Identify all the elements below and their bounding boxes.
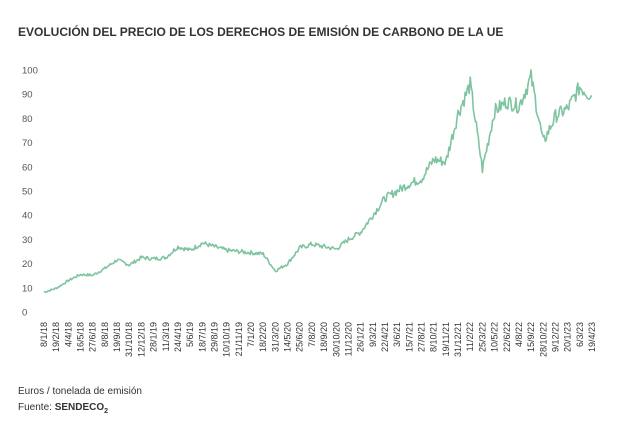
- x-tick-label: 8/10/21: [429, 322, 439, 352]
- x-tick-label: 28/10/22: [538, 322, 548, 357]
- x-tick-label: 29/8/19: [210, 322, 220, 352]
- x-tick-label: 19/2/18: [51, 322, 61, 352]
- source-label: Fuente:: [18, 402, 52, 413]
- x-tick-label: 22/4/21: [380, 322, 390, 352]
- price-line-layer: [43, 69, 593, 294]
- x-tick-label: 8/8/18: [100, 322, 110, 347]
- x-tick-label: 11/3/19: [161, 322, 171, 351]
- x-tick-label: 4/8/22: [514, 322, 524, 347]
- y-tick-label: 30: [22, 235, 33, 246]
- x-tick-label: 19/9/18: [112, 322, 122, 352]
- x-tick-label: 20/1/23: [563, 322, 573, 352]
- x-tick-label: 31/10/18: [124, 322, 134, 357]
- x-tick-label: 9/12/22: [551, 322, 561, 352]
- x-tick-label: 27/8/21: [417, 322, 427, 352]
- x-tick-label: 28/1/19: [149, 322, 159, 352]
- x-tick-label: 21/11/19: [234, 322, 244, 356]
- price-line: [43, 69, 593, 294]
- source-subscript: 2: [104, 408, 109, 415]
- x-tick-label: 18/2/20: [258, 322, 268, 352]
- x-tick-label: 25/6/20: [295, 322, 305, 352]
- x-tick-label: 27/6/18: [88, 322, 98, 352]
- y-tick-label: 0: [22, 308, 27, 319]
- y-tick-label: 10: [22, 283, 33, 294]
- y-tick-label: 70: [22, 138, 33, 149]
- source-name: SENDECO2: [54, 402, 109, 415]
- x-tick-label: 31/12/21: [453, 322, 463, 357]
- x-tick-label: 14/5/20: [283, 322, 293, 352]
- x-tick-label: 7/1/20: [246, 322, 256, 347]
- x-tick-label: 5/6/19: [185, 322, 195, 347]
- x-axis: 8/1/18 19/2/18 4/4/18 16/5/18 27/6/18 8/8/18 1…: [39, 322, 597, 357]
- y-tick-label: 80: [22, 114, 33, 125]
- x-tick-label: 30/10/20: [331, 322, 341, 357]
- x-tick-label: 8/1/18: [39, 322, 49, 347]
- x-tick-label: 19/11/21: [441, 322, 451, 356]
- y-tick-label: 40: [22, 211, 33, 222]
- x-tick-label: 18/9/20: [319, 322, 329, 352]
- x-tick-label: 3/6/21: [392, 322, 402, 347]
- y-tick-label: 90: [22, 90, 33, 101]
- units-note: Euros / tonelada de emisión: [18, 386, 142, 397]
- x-tick-label: 11/12/20: [343, 322, 353, 356]
- x-tick-label: 11/2/22: [465, 322, 475, 351]
- y-tick-label: 20: [22, 259, 33, 270]
- x-tick-label: 6/3/23: [575, 322, 585, 347]
- source-note: Fuente: SENDECO2: [18, 402, 108, 415]
- y-axis: 0 10 20 30 40 50 60 70 80 90 100: [22, 66, 38, 319]
- x-tick-label: 10/10/19: [222, 322, 232, 357]
- x-tick-label: 12/12/18: [136, 322, 146, 357]
- x-tick-label: 15/7/21: [404, 322, 414, 352]
- x-tick-label: 4/4/18: [63, 322, 73, 347]
- x-tick-label: 15/9/22: [526, 322, 536, 352]
- y-tick-label: 100: [22, 66, 38, 77]
- x-tick-label: 7/8/20: [307, 322, 317, 347]
- y-tick-label: 50: [22, 187, 33, 198]
- source-name-text: SENDECO: [54, 402, 105, 413]
- x-tick-label: 22/6/22: [502, 322, 512, 352]
- x-tick-label: 19/4/23: [587, 322, 597, 352]
- x-tick-label: 9/3/21: [368, 322, 378, 347]
- x-tick-label: 10/5/22: [490, 322, 500, 352]
- x-tick-label: 18/7/19: [197, 322, 207, 352]
- x-tick-label: 24/4/19: [173, 322, 183, 352]
- chart-area: 0 10 20 30 40 50 60 70 80 90 100 8/1/18 19/2/18 4/4/…: [22, 66, 597, 358]
- x-tick-label: 31/3/20: [270, 322, 280, 352]
- chart-title: EVOLUCIÓN DEL PRECIO DE LOS DERECHOS DE …: [18, 25, 504, 39]
- y-tick-label: 60: [22, 162, 33, 173]
- x-tick-label: 26/1/21: [356, 322, 366, 352]
- x-tick-label: 25/3/22: [477, 322, 487, 352]
- x-tick-label: 16/5/18: [76, 322, 86, 352]
